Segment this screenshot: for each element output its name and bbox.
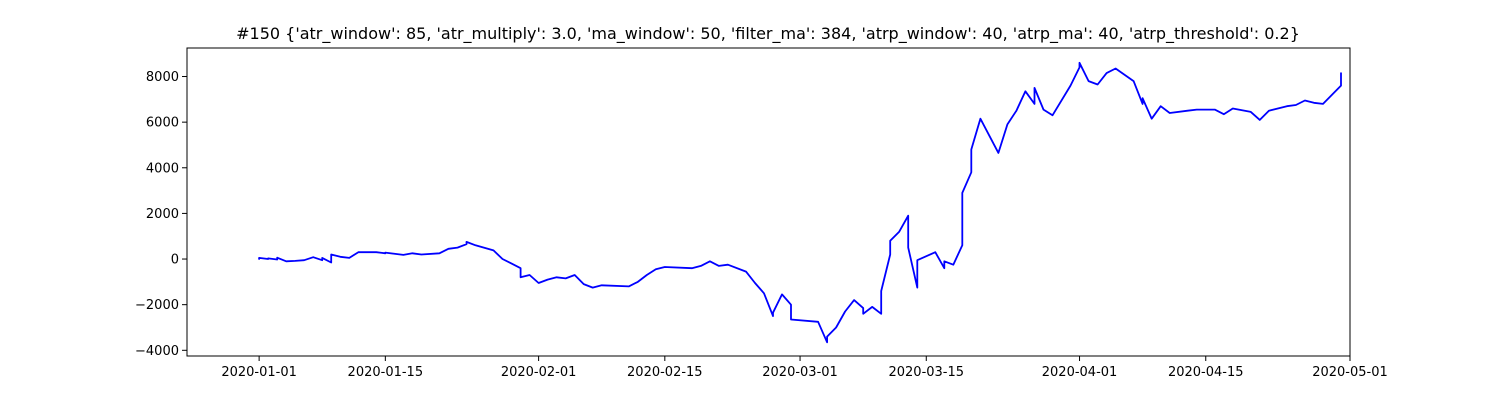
x-axis: 2020-01-01 2020-01-15 2020-02-01 2020-02-15… — [221, 356, 1388, 380]
y-tick-label: 4000 — [146, 161, 179, 176]
y-tick-label: −2000 — [135, 298, 179, 313]
chart-title: #150 {'atr_window': 85, 'atr_multiply': … — [236, 24, 1300, 44]
series-line — [258, 61, 1342, 344]
x-tick-label: 2020-02-15 — [627, 365, 703, 380]
series-layer — [258, 61, 1342, 344]
x-tick-label: 2020-02-01 — [501, 365, 577, 380]
x-tick-label: 2020-04-15 — [1168, 365, 1244, 380]
x-tick-label: 2020-04-01 — [1042, 365, 1118, 380]
y-tick-label: −4000 — [135, 344, 179, 359]
plot-area — [187, 48, 1350, 356]
x-tick-label: 2020-01-01 — [221, 365, 297, 380]
y-tick-label: 6000 — [146, 116, 179, 131]
x-tick-label: 2020-03-01 — [762, 365, 838, 380]
y-tick-label: 8000 — [146, 70, 179, 85]
y-axis: −4000 −2000 0 2000 4000 6000 8000 — [135, 70, 187, 359]
y-tick-label: 0 — [171, 253, 179, 268]
plot-frame — [186, 47, 1351, 357]
x-tick-label: 2020-03-15 — [888, 365, 964, 380]
x-tick-label: 2020-01-15 — [348, 365, 424, 380]
y-tick-label: 2000 — [146, 207, 179, 222]
x-tick-label: 2020-05-01 — [1312, 365, 1388, 380]
